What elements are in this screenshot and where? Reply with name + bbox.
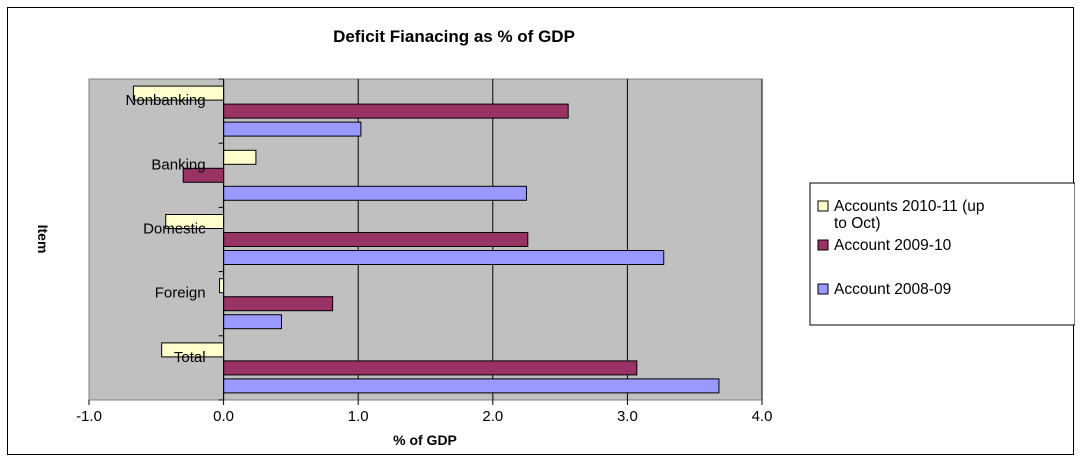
- legend-label-0-line-1: to Oct): [834, 215, 881, 232]
- x-tick-label-0: -1.0: [76, 408, 102, 425]
- x-axis-ticks: -1.0 0.0 1.0 2.0 3.0 4.0: [76, 400, 772, 425]
- category-label-banking: Banking: [151, 156, 205, 173]
- bar-total-series-2: [223, 378, 720, 394]
- bar-foreign-series-2: [223, 314, 282, 330]
- bar-banking-series-0: [223, 149, 257, 165]
- bars: [132, 85, 720, 394]
- legend-swatch-2: [817, 283, 829, 295]
- chart-title: Deficit Fianacing as % of GDP: [333, 27, 575, 46]
- legend-label-0: Accounts 2010-11 (up: [834, 198, 985, 215]
- zero-axis: [218, 78, 225, 401]
- x-tick-label-2: 1.0: [348, 408, 369, 425]
- legend-label-1: Account 2009-10: [834, 237, 952, 254]
- x-axis-title: % of GDP: [393, 432, 457, 448]
- bar-foreign-series-0: [219, 278, 225, 294]
- y-axis-title: Item: [35, 225, 51, 254]
- x-tick-label-3: 2.0: [482, 408, 503, 425]
- legend-box: [809, 182, 1075, 326]
- bar-domestic-series-1: [223, 232, 529, 247]
- legend-swatch-1: [817, 239, 829, 251]
- bar-foreign-series-1: [223, 296, 334, 312]
- category-label-nonbanking: Nonbanking: [126, 92, 206, 109]
- bar-domestic-series-2: [223, 250, 665, 265]
- category-label-domestic: Domestic: [143, 221, 206, 238]
- bar-chart: Deficit Fianacing as % of GDP Nonbanking…: [35, 27, 1075, 448]
- x-tick-label-1: 0.0: [213, 408, 234, 425]
- bar-total-series-1: [223, 360, 638, 376]
- legend-swatch-0: [817, 200, 829, 212]
- x-tick-label-5: 4.0: [752, 408, 773, 425]
- bar-banking-series-2: [223, 185, 527, 201]
- bar-nonbanking-series-2: [223, 121, 362, 137]
- category-label-total: Total: [174, 349, 206, 366]
- category-label-foreign: Foreign: [155, 285, 206, 302]
- bar-nonbanking-series-1: [223, 103, 569, 119]
- category-labels: Nonbanking Banking Domestic Foreign Total: [126, 92, 207, 366]
- chart-frame: Deficit Fianacing as % of GDP Nonbanking…: [7, 7, 1075, 455]
- x-tick-label-4: 3.0: [617, 408, 638, 425]
- legend-label-2: Account 2008-09: [834, 281, 951, 298]
